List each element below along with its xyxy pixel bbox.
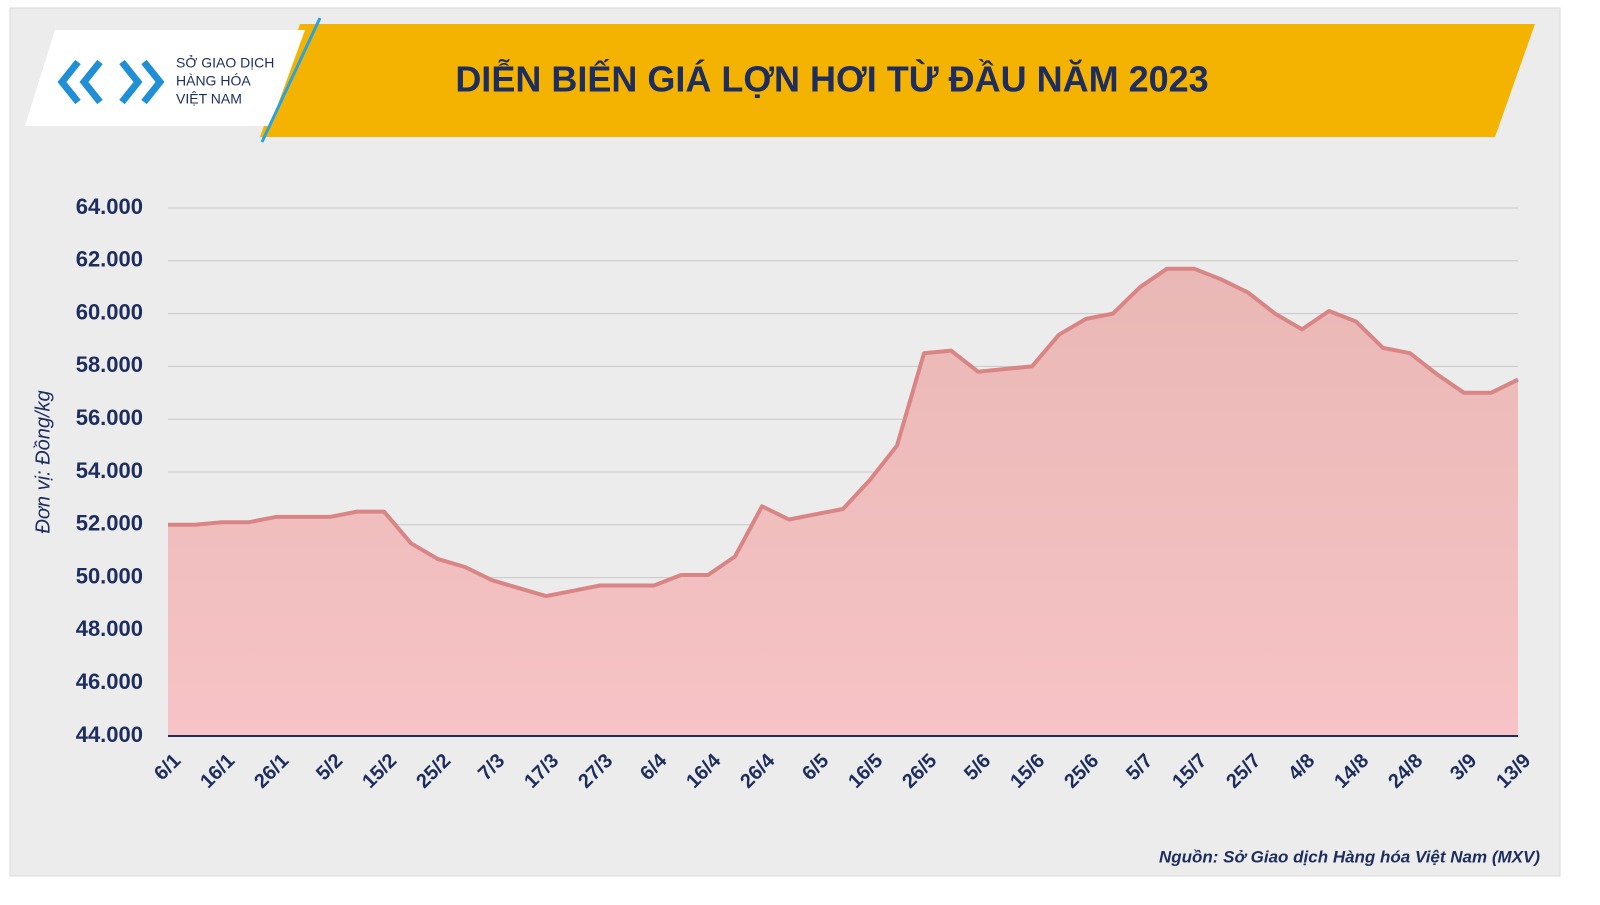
title-banner: [260, 24, 1535, 137]
source-note: Nguồn: Sở Giao dịch Hàng hóa Việt Nam (M…: [1159, 847, 1540, 866]
y-tick-label: 48.000: [76, 616, 143, 641]
y-tick-label: 64.000: [76, 194, 143, 219]
logo-box: [25, 30, 305, 126]
logo-stripe: [260, 17, 322, 143]
logo-text: SỞ GIAO DỊCH: [176, 54, 274, 71]
price-line: [168, 266, 1519, 599]
y-tick-label: 54.000: [76, 458, 143, 483]
y-tick-label: 60.000: [76, 299, 143, 324]
y-tick-label: 50.000: [76, 563, 143, 588]
area-fill: [168, 268, 1518, 736]
chart-title: DIỄN BIẾN GIÁ LỢN HƠI TỪ ĐẦU NĂM 2023: [455, 58, 1208, 100]
y-axis-label: Đơn vị: Đồng/kg: [32, 390, 54, 533]
y-tick-label: 44.000: [76, 722, 143, 747]
y-tick-label: 46.000: [76, 669, 143, 694]
y-tick-label: 58.000: [76, 352, 143, 377]
logo-text: HÀNG HÓA: [176, 73, 251, 89]
logo-text: VIỆT NAM: [176, 91, 242, 107]
y-tick-label: 56.000: [76, 405, 143, 430]
logo-icon: [57, 59, 165, 105]
y-tick-label: 52.000: [76, 511, 143, 536]
y-tick-label: 62.000: [76, 247, 143, 272]
